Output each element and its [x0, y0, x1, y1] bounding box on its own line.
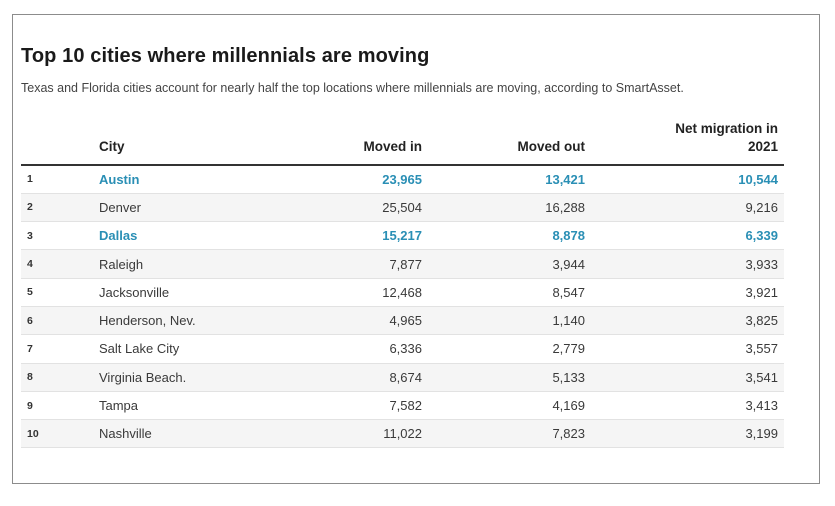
header-rank: [21, 120, 93, 166]
row-moved-out: 16,288: [428, 193, 591, 223]
row-moved-in: 7,582: [283, 391, 428, 421]
table-row: 4 Raleigh 7,877 3,944 3,933: [21, 249, 784, 279]
row-moved-out: 8,547: [428, 278, 591, 307]
row-city: Salt Lake City: [93, 334, 283, 364]
header-moved-out: Moved out: [428, 120, 591, 166]
row-rank: 2: [21, 193, 93, 223]
row-city: Virginia Beach.: [93, 363, 283, 392]
row-net-migration: 3,413: [591, 391, 784, 421]
table-row: 7 Salt Lake City 6,336 2,779 3,557: [21, 334, 784, 364]
row-net-migration: 3,557: [591, 334, 784, 364]
row-moved-out: 1,140: [428, 306, 591, 336]
row-moved-out: 4,169: [428, 391, 591, 421]
row-city: Dallas: [93, 221, 283, 251]
row-rank: 3: [21, 221, 93, 251]
table-row: 3 Dallas 15,217 8,878 6,339: [21, 221, 784, 251]
table-body: 1 Austin 23,965 13,421 10,544 2 Denver 25,504 16…: [21, 165, 784, 449]
row-city: Raleigh: [93, 249, 283, 279]
table-row: 9 Tampa 7,582 4,169 3,413: [21, 391, 784, 421]
row-net-migration: 3,825: [591, 306, 784, 336]
row-moved-in: 25,504: [283, 193, 428, 223]
table-row: 6 Henderson, Nev. 4,965 1,140 3,825: [21, 306, 784, 336]
row-net-migration: 3,933: [591, 249, 784, 279]
row-city: Austin: [93, 165, 283, 194]
row-city: Nashville: [93, 419, 283, 449]
row-city: Denver: [93, 193, 283, 223]
row-city: Henderson, Nev.: [93, 306, 283, 336]
row-net-migration: 3,921: [591, 278, 784, 307]
table-row: 5 Jacksonville 12,468 8,547 3,921: [21, 278, 784, 307]
row-net-migration: 9,216: [591, 193, 784, 223]
row-moved-in: 6,336: [283, 334, 428, 364]
row-rank: 4: [21, 249, 93, 279]
row-rank: 1: [21, 165, 93, 194]
row-rank: 8: [21, 363, 93, 392]
table-row: 8 Virginia Beach. 8,674 5,133 3,541: [21, 363, 784, 392]
row-moved-out: 3,944: [428, 249, 591, 279]
row-city: Tampa: [93, 391, 283, 421]
row-moved-out: 7,823: [428, 419, 591, 449]
row-moved-in: 11,022: [283, 419, 428, 449]
table-row: 1 Austin 23,965 13,421 10,544: [21, 165, 784, 194]
row-moved-out: 2,779: [428, 334, 591, 364]
row-net-migration: 3,199: [591, 419, 784, 449]
row-net-migration: 10,544: [591, 165, 784, 194]
row-moved-in: 23,965: [283, 165, 428, 194]
table-header-row: City Moved in Moved out Net migration in…: [21, 120, 784, 166]
row-rank: 9: [21, 391, 93, 421]
row-rank: 7: [21, 334, 93, 364]
header-net-line2: 2021: [747, 139, 778, 154]
row-moved-out: 5,133: [428, 363, 591, 392]
row-moved-out: 13,421: [428, 165, 591, 194]
row-moved-in: 4,965: [283, 306, 428, 336]
table-subtitle: Texas and Florida cities account for nea…: [21, 81, 684, 95]
row-moved-in: 8,674: [283, 363, 428, 392]
row-net-migration: 6,339: [591, 221, 784, 251]
row-moved-out: 8,878: [428, 221, 591, 251]
row-rank: 5: [21, 278, 93, 307]
row-net-migration: 3,541: [591, 363, 784, 392]
row-city: Jacksonville: [93, 278, 283, 307]
table-row: 2 Denver 25,504 16,288 9,216: [21, 193, 784, 223]
header-net-migration: Net migration in 2021: [591, 120, 784, 166]
table-title: Top 10 cities where millennials are movi…: [21, 45, 430, 67]
row-moved-in: 15,217: [283, 221, 428, 251]
table-row: 10 Nashville 11,022 7,823 3,199: [21, 419, 784, 449]
header-moved-in: Moved in: [283, 120, 428, 166]
migration-table: City Moved in Moved out Net migration in…: [21, 120, 784, 449]
row-moved-in: 7,877: [283, 249, 428, 279]
row-moved-in: 12,468: [283, 278, 428, 307]
row-rank: 10: [21, 419, 93, 449]
header-city: City: [93, 120, 283, 166]
row-rank: 6: [21, 306, 93, 336]
header-net-line1: Net migration in: [675, 121, 778, 136]
